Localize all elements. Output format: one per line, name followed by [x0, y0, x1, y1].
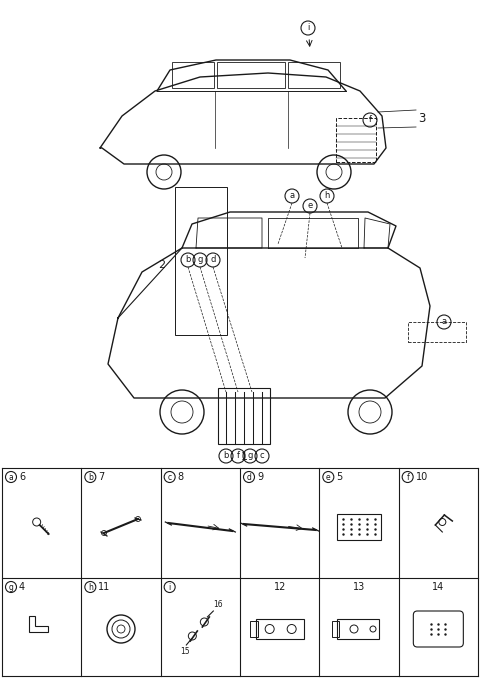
Bar [218, 388, 270, 444]
Bar [217, 62, 285, 88]
Text: b: b [185, 255, 191, 265]
Text: 2: 2 [158, 260, 166, 270]
Bar [336, 118, 376, 162]
Text: 12: 12 [274, 582, 286, 592]
Text: a: a [442, 318, 446, 327]
Text: 10: 10 [416, 472, 428, 482]
Text: g: g [247, 452, 252, 460]
Bar [337, 514, 381, 540]
Text: 14: 14 [432, 582, 444, 592]
Text: d: d [247, 473, 252, 481]
Text: b: b [223, 452, 228, 460]
Text: 16: 16 [214, 600, 223, 609]
Text: a: a [9, 473, 13, 481]
Bar [250, 621, 258, 637]
Bar [288, 62, 340, 88]
Text: c: c [260, 452, 264, 460]
Text: h: h [324, 191, 330, 200]
Text: g: g [9, 583, 13, 591]
Text: 13: 13 [353, 582, 365, 592]
Text: 6: 6 [19, 472, 25, 482]
Bar [337, 619, 379, 639]
Text: 5: 5 [336, 472, 343, 482]
Text: 3: 3 [418, 113, 425, 126]
Text: e: e [326, 473, 331, 481]
Text: f: f [369, 115, 372, 124]
Text: 4: 4 [19, 582, 25, 592]
Text: 15: 15 [180, 647, 190, 656]
Text: a: a [289, 191, 295, 200]
Bar [256, 619, 304, 639]
Bar [332, 621, 339, 637]
Bar [172, 62, 214, 88]
Text: f: f [406, 473, 409, 481]
Text: g: g [197, 255, 203, 265]
Text: 1: 1 [240, 452, 248, 462]
Bar [175, 187, 227, 335]
Text: 11: 11 [98, 582, 110, 592]
Text: 7: 7 [98, 472, 105, 482]
Text: c: c [168, 473, 172, 481]
Text: h: h [88, 583, 93, 591]
Text: i: i [307, 24, 309, 33]
Text: f: f [237, 452, 240, 460]
Text: i: i [168, 583, 171, 591]
Text: e: e [307, 202, 312, 210]
Text: b: b [88, 473, 93, 481]
Text: d: d [210, 255, 216, 265]
Text: 9: 9 [257, 472, 263, 482]
Text: 8: 8 [178, 472, 184, 482]
Bar [408, 322, 466, 342]
